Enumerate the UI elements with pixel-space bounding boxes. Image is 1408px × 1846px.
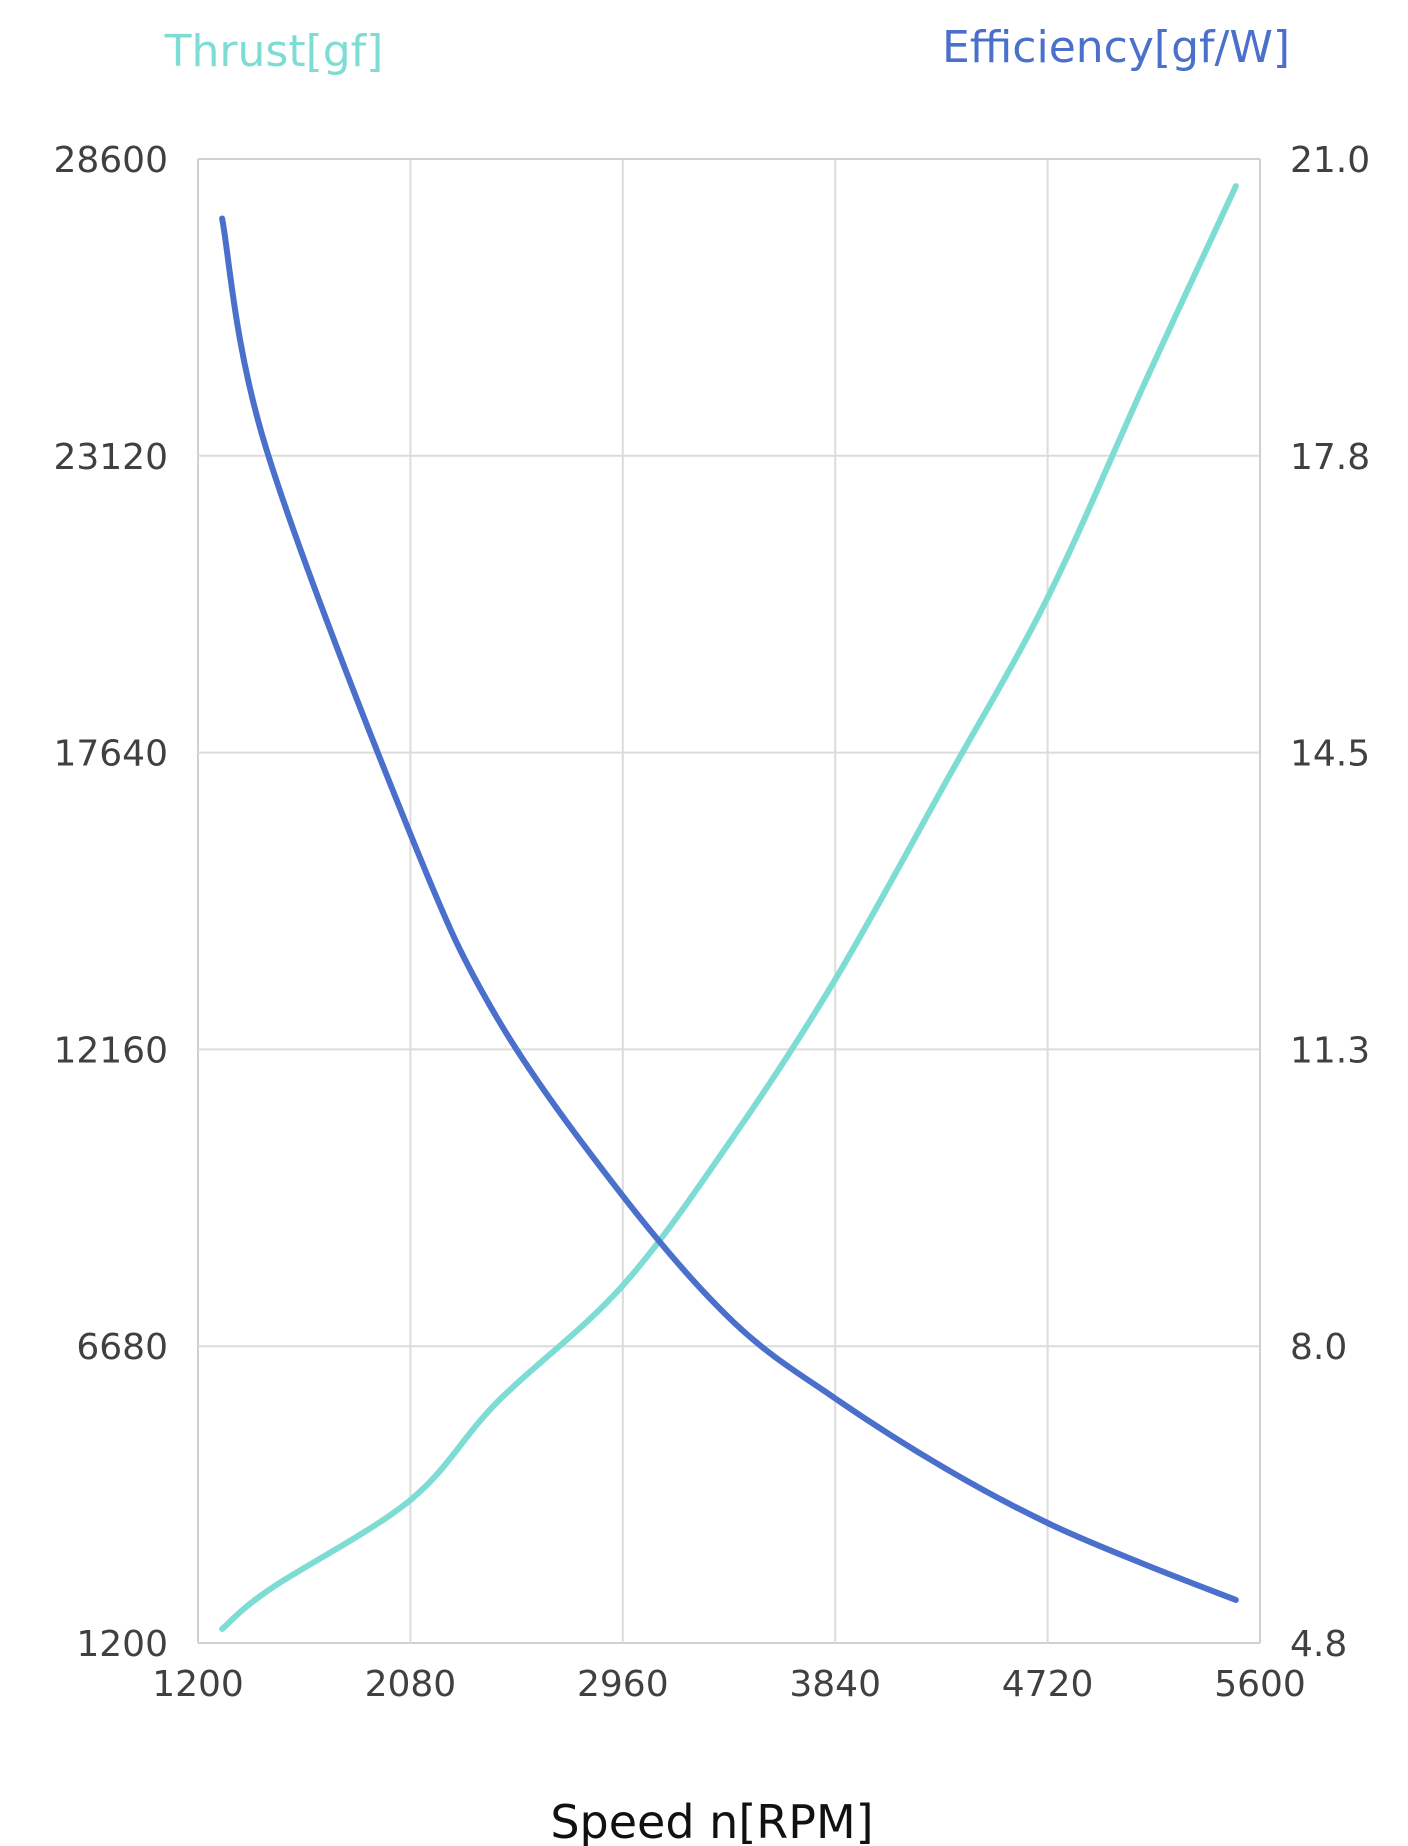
y-left-tick-label: 12160 — [53, 1030, 168, 1071]
thrust-line — [219, 183, 1239, 1632]
y-left-tick-label: 6680 — [76, 1327, 168, 1368]
y-left-tick-label: 28600 — [53, 140, 168, 181]
x-tick-label: 4720 — [1002, 1664, 1094, 1705]
grid — [197, 158, 1261, 1644]
right-axis-title: Efficiency[gf/W] — [942, 22, 1290, 73]
y-right-tick-label: 14.5 — [1290, 734, 1370, 775]
x-tick-label: 5600 — [1214, 1664, 1306, 1705]
x-tick-label: 2960 — [577, 1664, 669, 1705]
y-right-tick-label: 8.0 — [1290, 1327, 1347, 1368]
x-tick-label: 1200 — [152, 1664, 244, 1705]
left-axis-title: Thrust[gf] — [164, 26, 384, 77]
series-lines — [219, 183, 1239, 1632]
y-right-tick-label: 4.8 — [1290, 1624, 1347, 1665]
y-left-tick-label: 1200 — [76, 1624, 168, 1665]
efficiency-line — [219, 215, 1239, 1603]
y-right-tick-label: 21.0 — [1290, 140, 1370, 181]
y-left-tick-label: 17640 — [53, 734, 168, 775]
x-tick-label: 3840 — [789, 1664, 881, 1705]
y-right-tick-label: 17.8 — [1290, 437, 1370, 478]
x-axis-title: Speed n[RPM] — [550, 1795, 873, 1846]
y-right-tick-label: 11.3 — [1290, 1030, 1370, 1071]
y-left-tick-label: 23120 — [53, 437, 168, 478]
x-tick-label: 2080 — [365, 1664, 457, 1705]
